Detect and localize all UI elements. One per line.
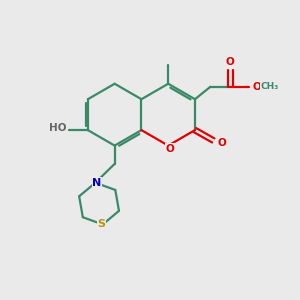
Text: S: S — [97, 220, 105, 230]
Text: O: O — [217, 138, 226, 148]
Text: HO: HO — [49, 123, 66, 133]
Text: O: O — [165, 144, 174, 154]
Text: N: N — [92, 178, 101, 188]
Text: O: O — [226, 56, 235, 67]
Text: O: O — [252, 82, 261, 92]
Text: CH₃: CH₃ — [261, 82, 279, 91]
